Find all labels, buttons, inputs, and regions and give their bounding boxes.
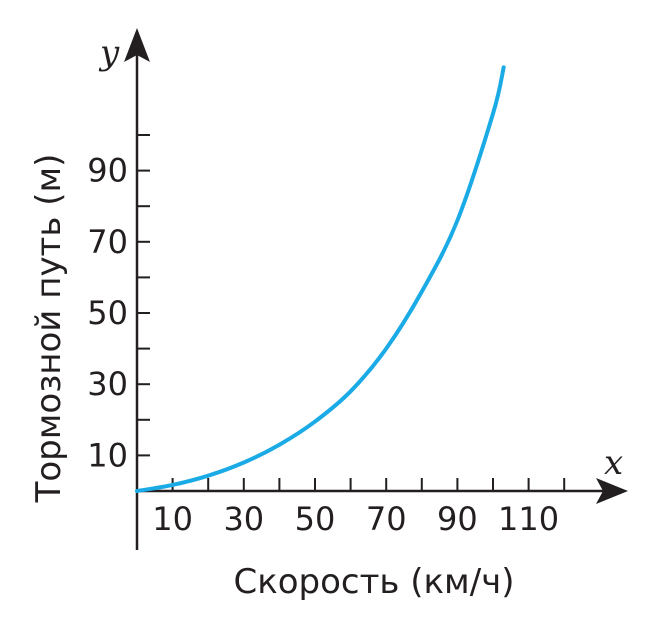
x-tick-label: 110 (498, 500, 559, 538)
y-tick-labels: 10 30 50 70 90 (87, 152, 128, 475)
x-tick-label: 10 (152, 500, 193, 538)
y-axis-name: y (98, 33, 120, 73)
x-tick-label: 50 (295, 500, 336, 538)
y-tick-label: 30 (87, 365, 128, 403)
x-axis-arrow (596, 478, 628, 504)
y-ticks (137, 134, 150, 457)
x-tick-labels: 10 30 50 70 90 110 (152, 500, 559, 538)
y-axis-arrow (124, 28, 150, 62)
series-layer (135, 65, 506, 493)
x-tick-label: 70 (366, 500, 407, 538)
x-axis-name: x (604, 443, 623, 483)
y-axis-title: Тормозной путь (м) (29, 154, 69, 504)
x-tick-label: 90 (437, 500, 478, 538)
y-tick-label: 90 (87, 152, 128, 190)
x-tick-label: 30 (223, 500, 264, 538)
x-ticks (171, 478, 566, 491)
y-tick-label: 50 (87, 294, 128, 332)
x-axis-title: Скорость (км/ч) (233, 562, 514, 602)
y-tick-label: 10 (87, 436, 128, 474)
series-line (135, 65, 506, 493)
y-tick-label: 70 (87, 223, 128, 261)
